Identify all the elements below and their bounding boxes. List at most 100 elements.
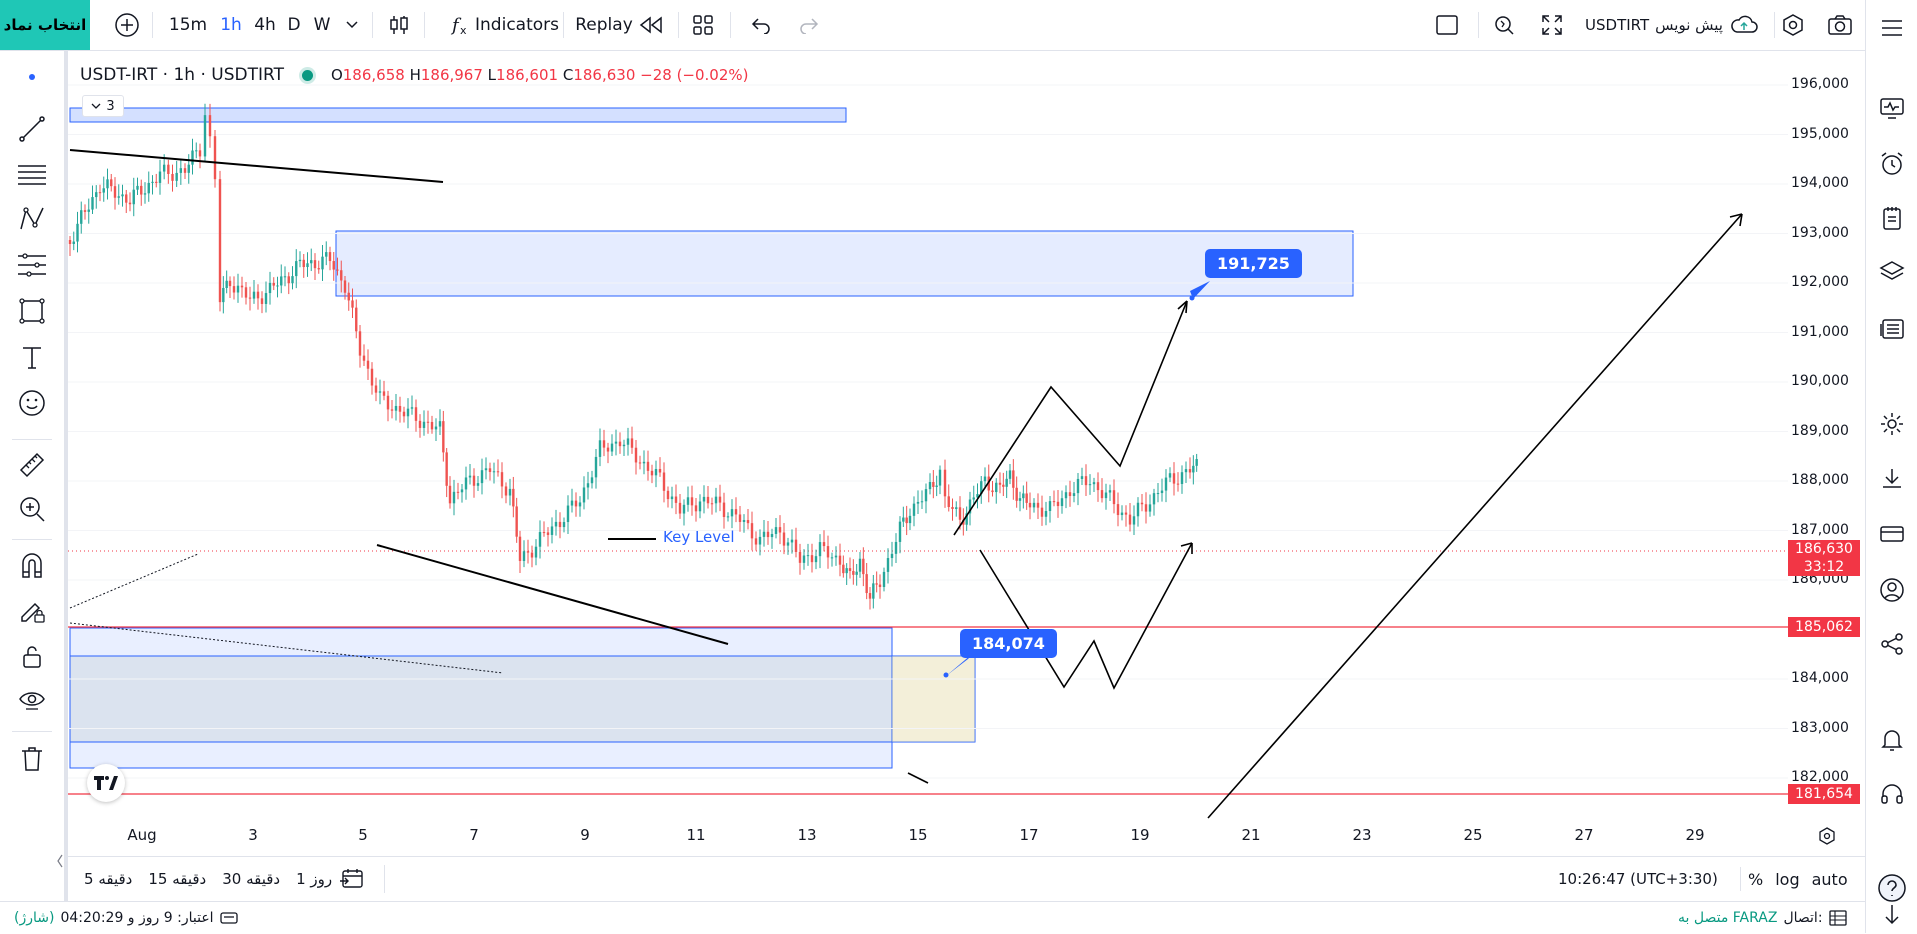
help-icon[interactable]	[1876, 872, 1908, 904]
fib-lines-icon[interactable]	[16, 159, 48, 191]
ruler-icon[interactable]	[16, 449, 48, 481]
right-sidebar	[1865, 0, 1917, 933]
candle-body	[802, 555, 806, 563]
drawings-toggle[interactable]: 3	[82, 95, 124, 117]
replay-button[interactable]: Replay	[575, 15, 633, 35]
magnet-icon[interactable]	[16, 549, 48, 581]
notes-icon[interactable]	[1878, 204, 1906, 232]
camera-icon[interactable]	[1824, 0, 1856, 50]
chart-type-icon[interactable]	[384, 0, 414, 50]
text-tool-icon[interactable]	[16, 341, 48, 373]
arrow-down-icon[interactable]	[1880, 902, 1904, 926]
trend-line-lower[interactable]	[376, 544, 729, 645]
range-5m[interactable]: 5 دقیقه	[84, 870, 133, 888]
timeframe-w[interactable]: W	[313, 15, 331, 35]
watchlist-icon[interactable]	[1878, 94, 1906, 122]
tradingview-logo[interactable]	[87, 764, 125, 802]
timeframe-dropdown-icon[interactable]	[340, 0, 364, 50]
range-30m[interactable]: 30 دقیقه	[222, 870, 281, 888]
eye-icon[interactable]	[16, 685, 48, 717]
candle-body	[987, 476, 990, 491]
price-chart[interactable]	[68, 51, 1865, 851]
key-level-label[interactable]: Key Level	[663, 528, 735, 546]
draw-lock-icon[interactable]	[16, 595, 48, 627]
candle-body	[95, 192, 98, 198]
emoji-icon[interactable]	[16, 387, 48, 419]
zoom-in-icon[interactable]	[16, 493, 48, 525]
candle-body	[386, 395, 390, 410]
timeframe-4h[interactable]: 4h	[254, 15, 276, 35]
news-icon[interactable]	[1878, 314, 1906, 342]
layout-name[interactable]: USDTIRT پیش نویس	[1584, 0, 1724, 50]
pattern-icon[interactable]	[16, 203, 48, 235]
candle-body	[530, 552, 534, 558]
demand-zone-inner[interactable]	[69, 655, 976, 743]
layout-icon[interactable]	[688, 0, 718, 50]
download-icon[interactable]	[1878, 464, 1906, 492]
trend-line-upper[interactable]	[69, 149, 444, 183]
shapes-icon[interactable]	[16, 295, 48, 327]
supply-zone-top[interactable]	[69, 107, 847, 123]
alarm-icon[interactable]	[1878, 150, 1906, 178]
dotted-line-1[interactable]	[69, 553, 199, 609]
indicators-button[interactable]: Indicators	[475, 15, 559, 35]
undo-icon[interactable]	[746, 0, 776, 50]
candle-countdown: 33:12	[1803, 559, 1845, 575]
range-15m[interactable]: 15 دقیقه	[148, 870, 207, 888]
candle-body	[460, 489, 464, 493]
date-range-icon[interactable]	[338, 867, 366, 891]
quick-search-icon[interactable]	[1488, 0, 1520, 50]
layers-icon[interactable]	[1878, 258, 1906, 286]
projection-path-upper[interactable]	[953, 300, 1188, 536]
timeframe-15m[interactable]: 15m	[168, 15, 208, 35]
candle-body	[1152, 493, 1156, 505]
charge-link[interactable]: (شارژ)	[14, 910, 55, 926]
demand-zone[interactable]	[69, 627, 893, 769]
forecast-icon[interactable]	[16, 249, 48, 281]
symbol-select-button[interactable]: انتخاب نماد	[0, 0, 90, 50]
range-1d[interactable]: 1 روز	[296, 870, 333, 888]
percent-toggle[interactable]: %	[1748, 869, 1764, 889]
timeframe-1h[interactable]: 1h	[220, 15, 242, 35]
log-toggle[interactable]: log	[1775, 869, 1800, 889]
collapse-handle-icon[interactable]	[56, 851, 64, 871]
trash-icon[interactable]	[16, 743, 48, 775]
clock[interactable]: 10:26:47 (UTC+3:30)	[1558, 870, 1718, 888]
legend-title[interactable]: USDT-IRT · 1h · USDTIRT	[80, 65, 284, 85]
add-symbol-icon[interactable]	[112, 0, 142, 50]
short-line[interactable]	[907, 772, 929, 784]
candle-body	[1176, 483, 1180, 485]
time-tick-label: 7	[469, 826, 479, 844]
headset-icon[interactable]	[1878, 780, 1906, 808]
candle-body	[484, 468, 488, 471]
menu-icon[interactable]	[1878, 14, 1906, 42]
cloud-save-icon[interactable]	[1726, 0, 1762, 50]
dotted-line-2[interactable]	[69, 622, 504, 674]
cursor-dot-icon[interactable]	[18, 67, 46, 87]
user-icon[interactable]	[1878, 576, 1906, 604]
gear-icon[interactable]	[1878, 410, 1906, 438]
settings-hex-icon[interactable]	[1778, 0, 1808, 50]
candle-body	[610, 443, 614, 452]
share-icon[interactable]	[1878, 630, 1906, 658]
bell-icon[interactable]	[1878, 726, 1906, 754]
supply-zone[interactable]	[335, 230, 1354, 297]
auto-toggle[interactable]: auto	[1811, 869, 1848, 889]
candle-body	[862, 558, 865, 575]
trend-line-icon[interactable]	[16, 113, 48, 145]
long-arrow-line[interactable]	[1207, 213, 1743, 819]
support-callout[interactable]: 184,074	[960, 629, 1057, 658]
candle-body	[935, 485, 938, 487]
projection-path-lower[interactable]	[979, 542, 1193, 690]
axis-settings-icon[interactable]	[1816, 826, 1838, 846]
expand-icon[interactable]	[1536, 0, 1568, 50]
fullscreen-box-icon[interactable]	[1432, 0, 1462, 50]
timeframe-d[interactable]: D	[287, 15, 301, 35]
candle-body	[666, 490, 670, 500]
replay-icon[interactable]	[636, 0, 666, 50]
lock-icon[interactable]	[16, 641, 48, 673]
redo-icon[interactable]	[794, 0, 824, 50]
target-callout[interactable]: 191,725	[1205, 249, 1302, 278]
card-icon[interactable]	[1878, 520, 1906, 548]
